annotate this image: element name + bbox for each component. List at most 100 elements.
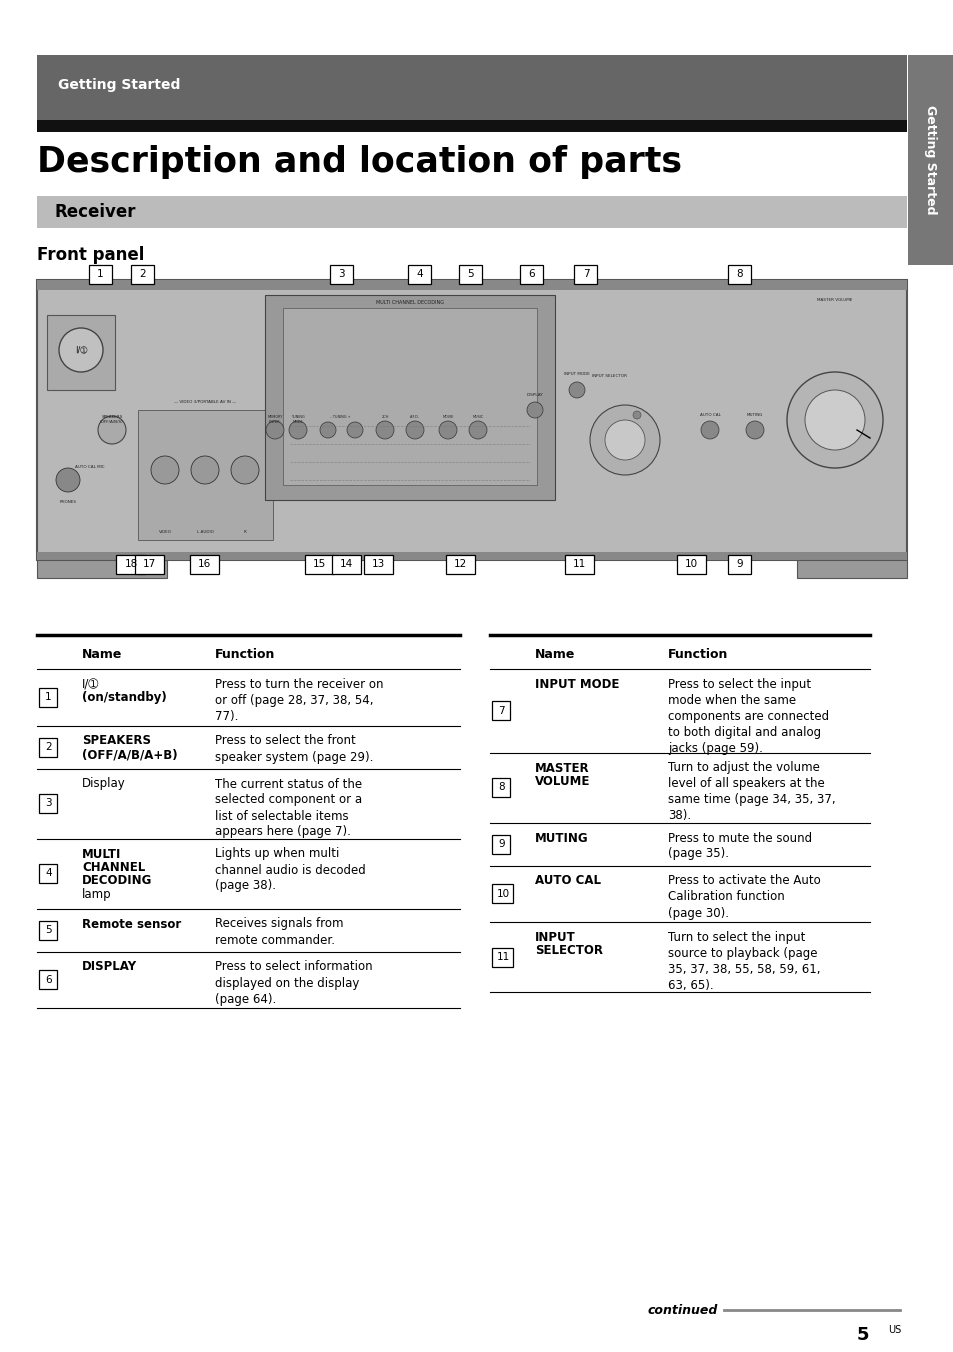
Circle shape <box>438 420 456 439</box>
Text: Press to select the front
speaker system (page 29).: Press to select the front speaker system… <box>214 734 373 764</box>
FancyBboxPatch shape <box>39 921 57 940</box>
Circle shape <box>151 456 179 484</box>
Text: DISPLAY: DISPLAY <box>82 960 137 973</box>
Circle shape <box>568 383 584 397</box>
Text: 1: 1 <box>97 269 104 279</box>
Bar <box>907 55 953 265</box>
Text: lamp: lamp <box>82 888 112 900</box>
Text: I/➀: I/➀ <box>82 677 99 691</box>
Bar <box>37 120 906 132</box>
Text: Name: Name <box>82 649 122 661</box>
Text: MEMORY
ENTER: MEMORY ENTER <box>267 415 282 423</box>
Text: PHONES: PHONES <box>59 500 76 504</box>
FancyBboxPatch shape <box>89 265 112 284</box>
Text: MUTING: MUTING <box>746 412 762 416</box>
FancyBboxPatch shape <box>39 971 57 990</box>
Circle shape <box>526 402 542 418</box>
Text: 18: 18 <box>124 558 137 569</box>
Text: 2: 2 <box>139 269 146 279</box>
Text: 7: 7 <box>497 706 504 715</box>
Text: DECODING: DECODING <box>82 875 152 887</box>
Text: R: R <box>243 530 246 534</box>
Text: A.F.D.: A.F.D. <box>410 415 419 419</box>
Bar <box>37 55 906 120</box>
Bar <box>283 308 537 485</box>
Circle shape <box>59 329 103 372</box>
FancyBboxPatch shape <box>492 884 513 903</box>
Text: Description and location of parts: Description and location of parts <box>37 145 681 178</box>
Text: Receiver: Receiver <box>55 203 136 220</box>
Circle shape <box>375 420 394 439</box>
FancyBboxPatch shape <box>134 554 164 573</box>
Text: 10: 10 <box>684 558 697 569</box>
Bar <box>37 552 906 560</box>
FancyBboxPatch shape <box>39 688 57 707</box>
Text: SPEAKERS
(OFF/A/B/S): SPEAKERS (OFF/A/B/S) <box>100 415 124 423</box>
Text: I/➀: I/➀ <box>74 346 87 354</box>
Text: VIDEO: VIDEO <box>158 530 172 534</box>
Text: AUTO CAL: AUTO CAL <box>535 875 600 887</box>
Text: INPUT MODE: INPUT MODE <box>563 372 589 376</box>
Text: 7: 7 <box>582 269 589 279</box>
Text: AUTO CAL MIC: AUTO CAL MIC <box>75 465 105 469</box>
Circle shape <box>406 420 423 439</box>
FancyBboxPatch shape <box>565 554 594 573</box>
Text: VOLUME: VOLUME <box>535 775 590 788</box>
Bar <box>47 315 115 389</box>
Text: – TUNING +: – TUNING + <box>330 415 350 419</box>
Text: Press to mute the sound
(page 35).: Press to mute the sound (page 35). <box>667 831 811 860</box>
Text: 4: 4 <box>416 269 423 279</box>
Text: 2CH: 2CH <box>381 415 388 419</box>
Text: 14: 14 <box>339 558 353 569</box>
Text: AUTO CAL: AUTO CAL <box>699 412 720 416</box>
Text: 3: 3 <box>45 799 51 808</box>
Text: — VIDEO 3/PORTABLE AV IN —: — VIDEO 3/PORTABLE AV IN — <box>173 400 236 404</box>
Text: Getting Started: Getting Started <box>58 78 180 92</box>
Bar <box>37 280 906 289</box>
FancyBboxPatch shape <box>363 554 392 573</box>
Text: MULTI CHANNEL DECODING: MULTI CHANNEL DECODING <box>375 300 443 306</box>
Bar <box>37 280 906 560</box>
Text: (on/standby): (on/standby) <box>82 691 167 704</box>
Text: SELECTOR: SELECTOR <box>535 945 602 957</box>
Text: 6: 6 <box>527 269 534 279</box>
FancyBboxPatch shape <box>116 554 145 573</box>
FancyBboxPatch shape <box>39 737 57 757</box>
Text: Remote sensor: Remote sensor <box>82 918 181 930</box>
Circle shape <box>745 420 763 439</box>
Text: 1: 1 <box>45 692 51 702</box>
Text: Press to select information
displayed on the display
(page 64).: Press to select information displayed on… <box>214 960 373 1006</box>
Text: L AUDIO: L AUDIO <box>196 530 213 534</box>
FancyBboxPatch shape <box>131 265 153 284</box>
FancyBboxPatch shape <box>39 864 57 883</box>
Text: 5: 5 <box>856 1326 868 1344</box>
Circle shape <box>804 389 864 450</box>
Text: The current status of the
selected component or a
list of selectable items
appea: The current status of the selected compo… <box>214 777 362 838</box>
FancyBboxPatch shape <box>446 554 475 573</box>
Text: MOVIE: MOVIE <box>442 415 454 419</box>
Text: 13: 13 <box>371 558 384 569</box>
Text: INPUT SELECTOR: INPUT SELECTOR <box>592 375 627 379</box>
Bar <box>265 295 555 500</box>
Text: 16: 16 <box>197 558 211 569</box>
Bar <box>37 560 167 579</box>
Text: INPUT MODE: INPUT MODE <box>535 677 618 691</box>
Text: MASTER VOLUME: MASTER VOLUME <box>817 297 852 301</box>
Text: 2: 2 <box>45 742 51 752</box>
Text: Press to turn the receiver on
or off (page 28, 37, 38, 54,
77).: Press to turn the receiver on or off (pa… <box>214 677 383 723</box>
Circle shape <box>56 468 80 492</box>
Bar <box>138 410 273 539</box>
FancyBboxPatch shape <box>305 554 334 573</box>
Bar <box>37 196 906 228</box>
FancyBboxPatch shape <box>492 702 510 721</box>
FancyBboxPatch shape <box>519 265 542 284</box>
Circle shape <box>700 420 719 439</box>
FancyBboxPatch shape <box>332 554 361 573</box>
Text: Turn to select the input
source to playback (page
35, 37, 38, 55, 58, 59, 61,
63: Turn to select the input source to playb… <box>667 932 820 992</box>
Text: 11: 11 <box>496 952 509 963</box>
FancyBboxPatch shape <box>728 554 751 573</box>
Circle shape <box>633 411 640 419</box>
Text: Front panel: Front panel <box>37 246 144 264</box>
Circle shape <box>319 422 335 438</box>
Circle shape <box>191 456 219 484</box>
